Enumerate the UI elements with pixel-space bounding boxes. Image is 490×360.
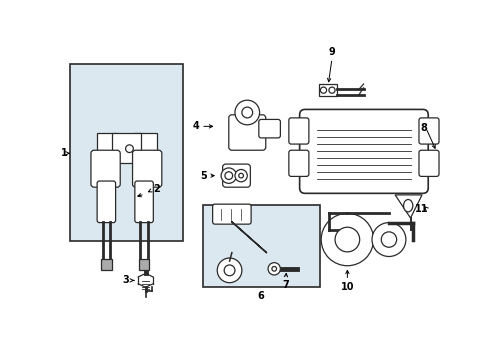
Circle shape: [225, 172, 233, 180]
FancyBboxPatch shape: [289, 118, 309, 144]
FancyBboxPatch shape: [91, 150, 120, 187]
FancyBboxPatch shape: [419, 150, 439, 176]
Bar: [101, 259, 112, 270]
Polygon shape: [97, 133, 117, 163]
Circle shape: [235, 100, 260, 125]
Bar: [112, 133, 141, 163]
Circle shape: [239, 173, 244, 178]
FancyBboxPatch shape: [222, 164, 250, 187]
Circle shape: [320, 87, 326, 93]
Text: 6: 6: [258, 291, 265, 301]
FancyBboxPatch shape: [132, 150, 162, 187]
Bar: [203, 205, 319, 287]
Text: 11: 11: [415, 204, 428, 214]
FancyBboxPatch shape: [289, 150, 309, 176]
FancyBboxPatch shape: [229, 115, 266, 150]
Circle shape: [268, 263, 280, 275]
Text: 4: 4: [193, 121, 199, 131]
Text: 7: 7: [282, 280, 289, 289]
Text: 9: 9: [329, 47, 335, 57]
Text: 3: 3: [122, 275, 129, 285]
Circle shape: [372, 222, 406, 256]
Circle shape: [381, 232, 397, 247]
Circle shape: [272, 266, 276, 271]
FancyBboxPatch shape: [213, 204, 251, 224]
Circle shape: [335, 227, 360, 252]
Circle shape: [329, 87, 335, 93]
Bar: [139, 259, 149, 270]
FancyBboxPatch shape: [135, 181, 153, 222]
Ellipse shape: [404, 199, 413, 212]
FancyBboxPatch shape: [300, 109, 428, 193]
Polygon shape: [395, 195, 422, 218]
Text: 1: 1: [61, 148, 68, 158]
FancyBboxPatch shape: [97, 181, 116, 222]
Circle shape: [321, 213, 373, 266]
Bar: [70, 64, 183, 241]
Circle shape: [217, 258, 242, 283]
Polygon shape: [134, 133, 157, 163]
Text: 2: 2: [153, 184, 160, 194]
Circle shape: [224, 265, 235, 276]
Bar: [319, 84, 337, 96]
FancyBboxPatch shape: [259, 120, 280, 138]
Circle shape: [242, 107, 253, 118]
Circle shape: [235, 170, 247, 182]
Text: 5: 5: [200, 171, 207, 181]
FancyBboxPatch shape: [419, 118, 439, 144]
Text: 10: 10: [341, 282, 354, 292]
Circle shape: [125, 145, 133, 153]
Text: 8: 8: [420, 123, 427, 133]
Circle shape: [221, 168, 237, 183]
